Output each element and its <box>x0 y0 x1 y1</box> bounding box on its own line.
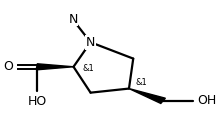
Text: N: N <box>86 36 95 49</box>
Text: HO: HO <box>28 95 47 108</box>
Text: O: O <box>3 60 13 73</box>
Text: N: N <box>86 36 95 49</box>
Polygon shape <box>37 64 73 70</box>
Polygon shape <box>129 89 165 103</box>
Text: OH: OH <box>197 94 216 107</box>
Text: &1: &1 <box>82 64 94 73</box>
Text: N: N <box>69 13 78 26</box>
Text: &1: &1 <box>135 78 147 87</box>
